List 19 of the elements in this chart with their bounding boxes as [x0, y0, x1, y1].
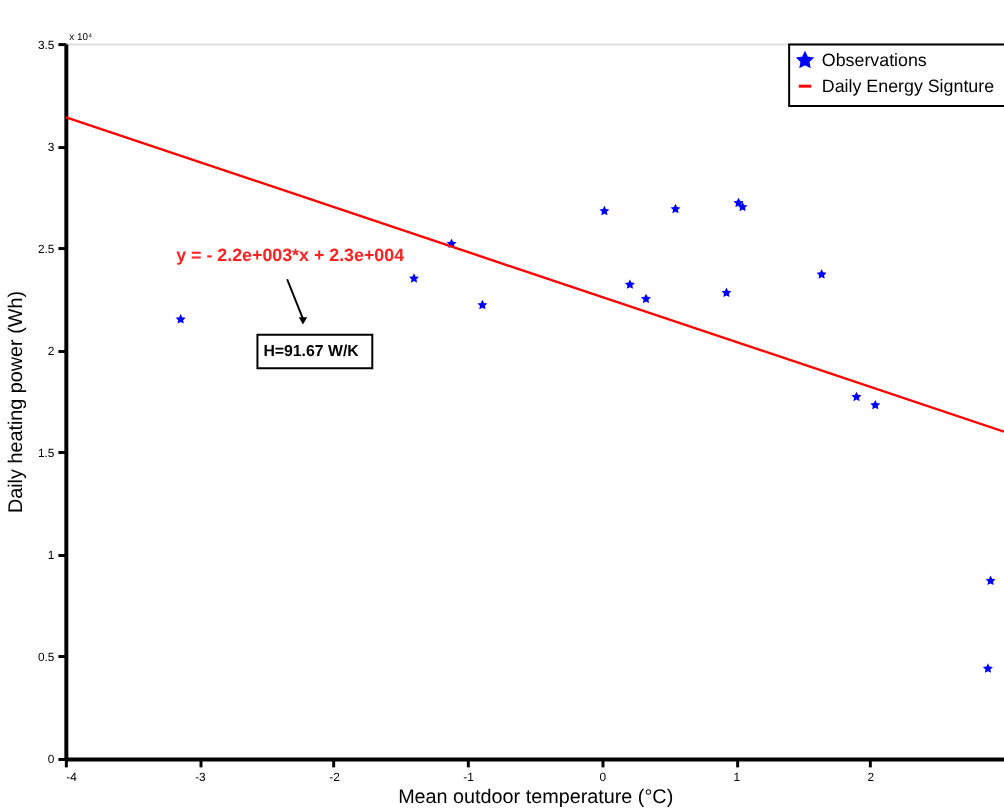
point [599, 205, 610, 216]
point [721, 287, 732, 298]
point [175, 314, 186, 324]
point [851, 391, 862, 402]
annotation: H=91.67 W/K [263, 342, 360, 361]
point [670, 203, 681, 214]
point [409, 273, 419, 283]
point [985, 575, 996, 586]
y-axis-title: Daily heating power (Wh) [6, 290, 29, 514]
x-axis-title: Mean outdoor temperature (°C) [398, 787, 674, 810]
point [816, 269, 827, 279]
legend-label: Observations [821, 50, 928, 71]
point [641, 293, 651, 304]
point [870, 399, 881, 410]
legend-label: Daily Energy Signture [821, 76, 995, 97]
annotation: y = - 2.2e+003*x + 2.3e+004 [176, 245, 405, 266]
point [624, 279, 635, 289]
point [982, 663, 993, 673]
point [477, 299, 488, 310]
